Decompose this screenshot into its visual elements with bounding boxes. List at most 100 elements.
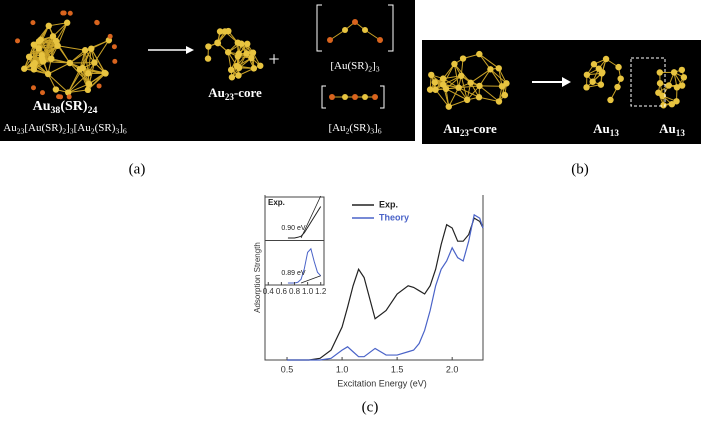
bond (329, 29, 346, 41)
panel-label: (c) (362, 399, 379, 415)
formula-part: -core (469, 121, 497, 136)
formula-part: Au (3, 122, 17, 134)
bond (490, 69, 503, 87)
formula-part: 23 (225, 92, 235, 102)
atom (439, 75, 447, 82)
atom (30, 85, 36, 91)
x-tick-label: 1.0 (336, 364, 349, 374)
atom (102, 70, 109, 77)
atom (673, 84, 681, 91)
bond (478, 96, 500, 102)
formula: Au13 (659, 121, 685, 138)
atom (495, 98, 503, 105)
formula-part: Au (443, 121, 460, 136)
atom (81, 47, 89, 54)
atom (76, 66, 84, 73)
atom (487, 66, 494, 73)
x-tick-label: 1.5 (391, 364, 404, 374)
atom (235, 50, 242, 58)
atom (377, 37, 383, 43)
atom (52, 37, 60, 45)
atom (451, 60, 458, 68)
formula-part: [Au(SR) (24, 122, 62, 134)
formula-part: 3 (70, 126, 74, 135)
bond (47, 62, 71, 75)
atom (476, 82, 483, 90)
bond (448, 99, 468, 108)
bond (470, 68, 491, 84)
atom (583, 84, 590, 91)
atom (243, 50, 250, 57)
bond (453, 63, 460, 88)
decoration (15, 10, 688, 110)
atom (498, 83, 506, 90)
atom (432, 86, 439, 93)
atom (40, 90, 46, 96)
atom (352, 94, 358, 100)
bond (68, 83, 90, 93)
formula: Au23-core (208, 85, 262, 102)
formula-part: 6 (378, 126, 382, 135)
arrow-head (562, 77, 571, 87)
x-axis-label: Excitation Energy (eV) (337, 378, 427, 388)
atom (249, 49, 257, 56)
inset-x-tick-label: 0.8 (289, 287, 301, 296)
atom (455, 84, 462, 91)
atom (327, 37, 333, 43)
atom (463, 96, 471, 104)
bond (91, 39, 110, 50)
atom (248, 54, 255, 62)
atom (670, 69, 678, 76)
atom (91, 59, 98, 66)
formula: [Au2(SR)3]6 (328, 122, 381, 136)
bond (40, 39, 52, 59)
atom (352, 19, 358, 25)
atom (205, 43, 212, 50)
atom (111, 44, 117, 50)
atom (656, 80, 664, 87)
atom (216, 28, 224, 35)
atom (602, 55, 610, 63)
atom (342, 27, 348, 33)
atom (88, 45, 95, 52)
bond (479, 85, 500, 102)
formula-part: Au (659, 121, 676, 136)
formula-part: 24 (88, 105, 98, 116)
atom (65, 89, 72, 96)
tangent (300, 195, 322, 239)
atom (659, 92, 666, 100)
legend-label: Exp. (379, 199, 398, 209)
atom (673, 98, 680, 105)
panel-label: (b) (571, 161, 589, 177)
atom (52, 86, 60, 93)
atom (583, 71, 591, 78)
atom (660, 102, 667, 109)
inset-title: Exp. (268, 198, 285, 207)
atom (85, 80, 93, 88)
bond (442, 63, 455, 85)
atom (30, 20, 36, 26)
atom (599, 69, 606, 76)
formula: [Au(SR)2]3 (330, 60, 379, 74)
bond (435, 89, 450, 107)
bond (84, 50, 89, 74)
bond (87, 73, 106, 91)
panel-label: (a) (129, 161, 146, 177)
bond (460, 75, 468, 100)
bond (445, 75, 462, 90)
bracket (316, 4, 394, 52)
bond (364, 29, 381, 41)
atom (66, 94, 72, 100)
bond (458, 85, 480, 89)
atom (204, 55, 212, 62)
atom (426, 86, 434, 93)
bond (90, 48, 106, 74)
atom (597, 81, 605, 88)
bond (479, 69, 491, 87)
atom (63, 19, 71, 26)
bond (448, 87, 460, 107)
formula-part: 23 (460, 128, 470, 138)
formula: Au38(SR)24 (33, 99, 98, 116)
formula-part: (SR) (95, 122, 116, 134)
atom (21, 65, 28, 72)
